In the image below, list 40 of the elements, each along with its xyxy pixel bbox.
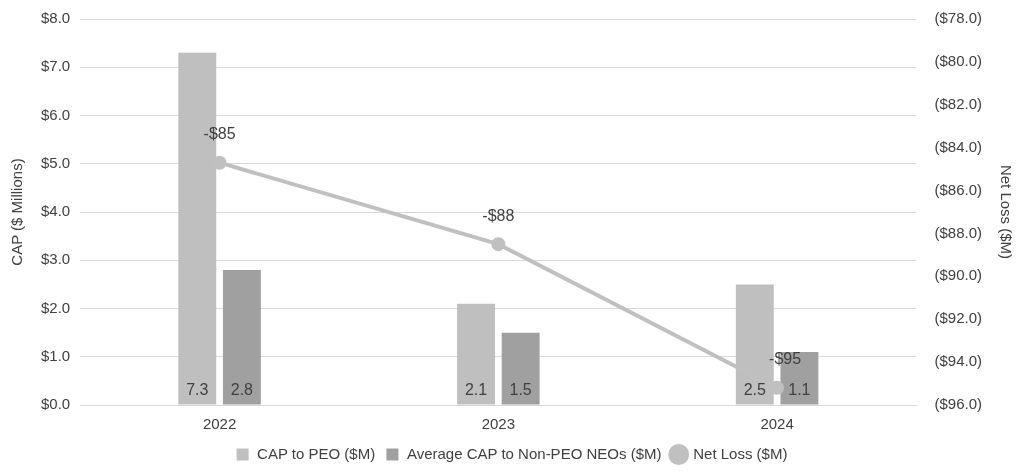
data-label: 1.1	[788, 380, 811, 398]
y2-tick-label: ($82.0)	[934, 94, 982, 112]
legend-label: Average CAP to Non-PEO NEOs ($M)	[406, 444, 662, 462]
y-tick-label: $6.0	[40, 105, 71, 123]
data-label: -$95	[769, 350, 802, 368]
y-tick-label: $7.0	[40, 57, 71, 75]
y2-tick-label: ($86.0)	[934, 180, 982, 198]
y-tick-label: $2.0	[40, 298, 71, 316]
legend-label: Net Loss ($M)	[693, 444, 788, 462]
bar	[222, 269, 261, 405]
y2-axis-title: Net Loss ($M)	[997, 164, 1015, 260]
y2-tick-label: ($96.0)	[934, 395, 982, 413]
x-tick-label: 2023	[481, 415, 516, 433]
bar	[457, 303, 495, 405]
y-tick-label: $5.0	[40, 153, 71, 171]
y-axis-title: CAP ($ Millions)	[8, 158, 26, 266]
x-tick-label: 2022	[202, 415, 237, 433]
y-tick-label: $1.0	[40, 346, 71, 364]
y2-tick-label: ($92.0)	[934, 309, 982, 327]
legend-label: CAP to PEO ($M)	[257, 444, 376, 462]
data-label: 1.5	[509, 380, 532, 398]
data-label: 2.1	[464, 380, 488, 398]
y-tick-label: $4.0	[40, 202, 71, 220]
data-label: 2.5	[743, 380, 767, 398]
data-label: -$85	[203, 125, 236, 143]
bar	[501, 332, 540, 405]
y2-tick-label: ($88.0)	[934, 223, 982, 241]
data-label: 7.3	[186, 380, 209, 398]
y-tick-label: $3.0	[40, 250, 71, 268]
y2-tick-label: ($84.0)	[934, 137, 982, 155]
y2-tick-label: ($78.0)	[934, 9, 982, 27]
y2-tick-label: ($80.0)	[934, 52, 982, 70]
y-tick-label: $8.0	[40, 9, 71, 27]
y2-tick-label: ($94.0)	[934, 352, 982, 370]
y2-tick-label: ($90.0)	[934, 266, 982, 284]
x-tick-label: 2024	[760, 415, 794, 433]
data-label: -$88	[482, 206, 515, 224]
point	[491, 237, 506, 252]
data-label: 2.8	[230, 380, 254, 398]
y-tick-label: $0.0	[40, 395, 71, 413]
